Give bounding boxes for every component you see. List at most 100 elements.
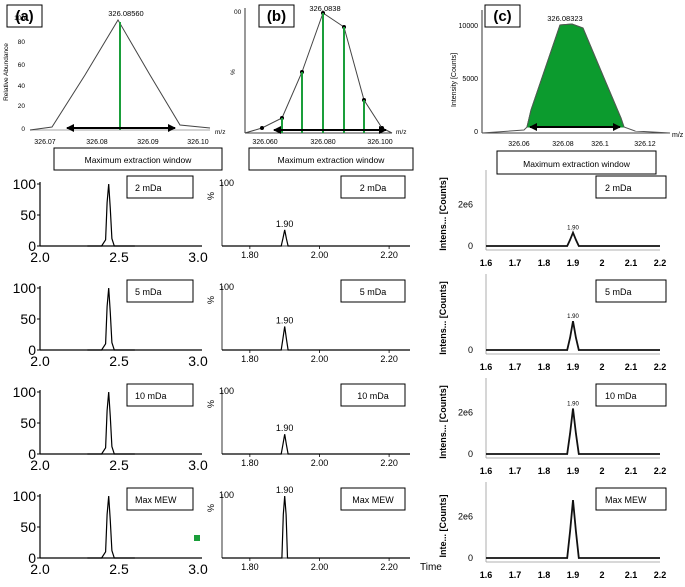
panel-a-ytick: 0 — [21, 126, 25, 133]
panel-b: (b) 00 % 326.0838 m/z 326.060 326.080 — [230, 4, 414, 171]
col-c-xtick: 1.6 — [480, 362, 493, 372]
col-c-peak-label: 1.90 — [567, 226, 579, 232]
col-a-ytick: 50 — [20, 207, 36, 223]
col-c-xtick: 2.2 — [654, 362, 667, 372]
col-b-ylabel: % — [206, 400, 216, 408]
col-c-ytick-top: 2e6 — [458, 512, 473, 522]
col-a-xtick: 2.5 — [109, 353, 129, 369]
col-a-xtick: 2.5 — [109, 457, 129, 473]
panel-c-ytick: 10000 — [459, 23, 479, 30]
col-a-ytick: 50 — [20, 311, 36, 327]
col-c-ylabel: Intens... [Counts] — [438, 385, 448, 459]
col-c-tag-box — [595, 383, 667, 407]
panel-a-xtick: 326.07 — [34, 139, 56, 146]
panel-a-peak-label: 326.08560 — [108, 9, 143, 18]
panel-a-ytick: 80 — [18, 39, 26, 46]
col-c-ytick-zero: 0 — [468, 345, 473, 355]
col-a-xtick: 2.0 — [30, 353, 50, 369]
col-b-xtick: 1.80 — [241, 354, 259, 364]
col-b-tag-box — [340, 383, 406, 407]
col-a-ytick: 100 — [13, 488, 37, 504]
col-a-tag-box — [126, 175, 194, 199]
col-c-peak — [486, 408, 660, 455]
panel-a-ylabel: Relative Abundance — [3, 43, 10, 101]
panel-b-profile-line — [244, 12, 393, 134]
col-b-peak — [222, 434, 410, 455]
col-a-peak — [87, 391, 135, 455]
col-c-tag-box — [595, 487, 667, 511]
panel-c-yticks: 10000 5000 0 — [459, 23, 479, 136]
col-c-xtick: 1.8 — [538, 570, 551, 580]
col-c-xtick: 1.8 — [538, 258, 551, 268]
col-a-peak — [87, 183, 135, 247]
col-b-peak — [222, 495, 410, 559]
col-b-xtick: 2.20 — [380, 250, 398, 260]
col-c-xtick: 1.6 — [480, 570, 493, 580]
col-c-xtick: 1.7 — [509, 362, 522, 372]
col-b-xtick: 2.00 — [311, 458, 329, 468]
col-b-tag-label: 5 mDa — [360, 287, 387, 297]
panel-c-letter: (c) — [493, 8, 511, 25]
col-a-xtick: 3.0 — [188, 561, 208, 577]
col-c-xtick: 1.7 — [509, 258, 522, 268]
col-a-tag-label: 10 mDa — [135, 391, 167, 401]
col-c-xtick: 1.7 — [509, 570, 522, 580]
panel-a-xtick: 326.09 — [137, 139, 159, 146]
col-b-peak — [222, 229, 410, 247]
col-b-xtick: 1.80 — [241, 562, 259, 572]
col-a-tag-label: Max MEW — [135, 495, 177, 505]
panel-c-peak-fill — [526, 23, 625, 128]
col-c-tag-label: 10 mDa — [605, 391, 637, 401]
panel-c-xtick: 326.1 — [591, 141, 609, 148]
col-c-xtick: 2.1 — [625, 570, 638, 580]
col-b-xtick: 2.20 — [380, 458, 398, 468]
panel-c-xtick: 326.12 — [634, 141, 656, 148]
col-c-xtick: 2.2 — [654, 258, 667, 268]
panel-c-window-label: Maximum extraction window — [523, 159, 631, 169]
col-a-ytick: 50 — [20, 415, 36, 431]
col-b-peak-label: 1.90 — [276, 315, 294, 325]
col-c-xtick: 1.8 — [538, 466, 551, 476]
panel-a-window-box — [53, 147, 223, 171]
col-c-xtick: 1.7 — [509, 466, 522, 476]
panel-c-xticks: 326.06 326.08 326.1 326.12 — [508, 141, 656, 148]
col-b-xtick: 2.00 — [311, 354, 329, 364]
panel-a: (a) Relative Abundance 100 80 60 40 20 0… — [3, 4, 225, 171]
col-a-xtick: 3.0 — [188, 249, 208, 265]
col-b-peak-label: 1.90 — [276, 423, 294, 433]
panel-c-letter-box — [484, 4, 521, 28]
panel-b-letter: (b) — [267, 8, 286, 25]
panel-c-window-box — [496, 150, 657, 175]
panel-c-profile-line — [481, 23, 671, 134]
col-c-xtick: 1.9 — [567, 570, 580, 580]
panel-c-peak-label: 326.08323 — [547, 14, 582, 23]
col-c-peak — [486, 500, 660, 559]
panel-a-yticks: 100 80 60 40 20 0 — [14, 15, 25, 133]
panel-c-ytick: 5000 — [462, 76, 478, 83]
col-a-ytick: 0 — [28, 550, 36, 566]
col-b-ylabel: % — [206, 192, 216, 200]
col-a-ytick: 100 — [13, 280, 37, 296]
col-c-xtick: 2 — [599, 466, 604, 476]
panel-b-xtick: 326.060 — [252, 139, 277, 146]
panel-c: (c) Intensity [Counts] 10000 5000 0 326.… — [451, 4, 684, 175]
col-c-xtick: 1.6 — [480, 466, 493, 476]
col-b-xtick: 2.20 — [380, 562, 398, 572]
panel-a-ytick: 40 — [18, 83, 26, 90]
col-c-peak — [486, 320, 660, 351]
panel-b-xunit: m/z — [396, 129, 406, 136]
panel-a-letter: (a) — [15, 8, 33, 25]
col-c-tag-label: 2 mDa — [605, 183, 632, 193]
col-b-tag-label: Max MEW — [352, 495, 394, 505]
col-c-xtick: 2.1 — [625, 258, 638, 268]
panel-a-letter-box — [6, 4, 43, 28]
green-square-marker — [194, 535, 200, 541]
col-a-peak — [87, 495, 135, 559]
col-a-ytick: 100 — [13, 384, 37, 400]
panel-a-xunit: m/z — [215, 129, 225, 136]
col-b-ytick: 100 — [219, 490, 234, 500]
col-c-xtick: 1.9 — [567, 258, 580, 268]
col-c-xtick: 2 — [599, 258, 604, 268]
